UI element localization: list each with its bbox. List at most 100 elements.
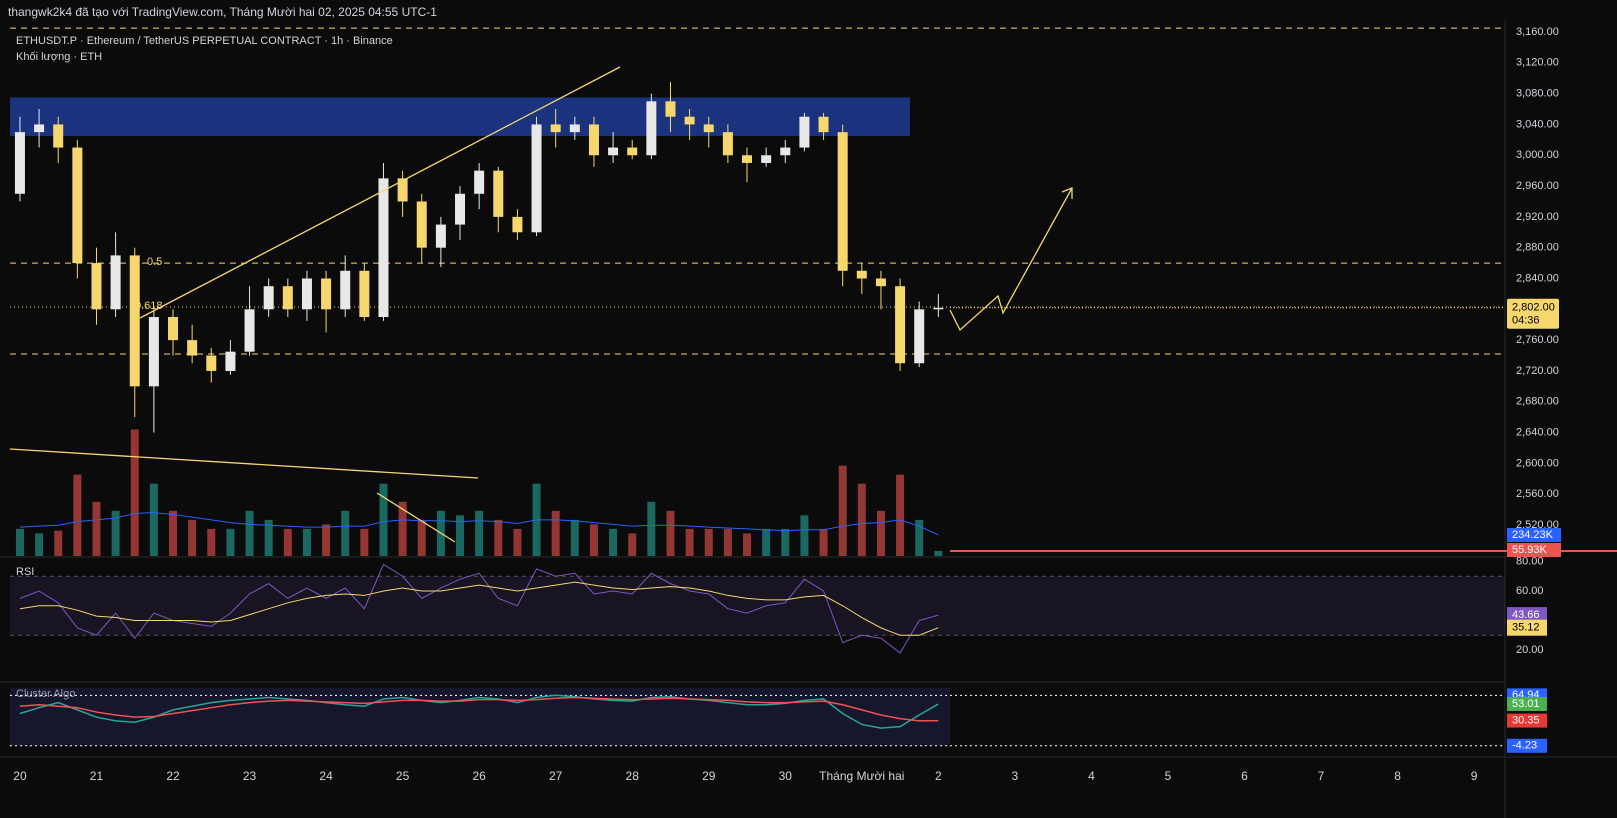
volume-last-label: 55.93K xyxy=(1512,544,1548,556)
cluster-title: Cluster Algo xyxy=(16,688,75,700)
candle-body xyxy=(263,286,274,310)
candle-body xyxy=(53,124,64,148)
candle-body xyxy=(512,216,523,233)
x-tick-label: 6 xyxy=(1241,769,1248,783)
symbol: ETHUSDT.P · Ethereum / TetherUS PERPETUA… xyxy=(16,35,393,47)
candle-body xyxy=(435,224,446,248)
candle-body xyxy=(397,178,408,202)
volume-bar xyxy=(169,510,178,556)
volume-bar xyxy=(876,510,885,556)
candle-body xyxy=(129,255,140,387)
volume-bar xyxy=(15,528,24,556)
y-tick-label: 2,960.00 xyxy=(1516,180,1559,192)
candle-body xyxy=(168,317,179,341)
arrow-head xyxy=(1061,187,1073,199)
trend-line xyxy=(376,492,456,543)
candle-body xyxy=(761,155,772,163)
trend-line xyxy=(9,448,479,479)
x-tick-label: 25 xyxy=(396,769,410,783)
x-tick-label: 5 xyxy=(1165,769,1172,783)
volume-bar xyxy=(781,528,790,556)
x-tick-label: 3 xyxy=(1012,769,1019,783)
trend-line xyxy=(139,66,621,319)
y-tick-label: 3,040.00 xyxy=(1516,118,1559,130)
candle-body xyxy=(455,193,466,225)
candle-body xyxy=(474,170,485,194)
volume-bar xyxy=(149,483,158,556)
rsi-value-label: 43.66 xyxy=(1512,609,1540,621)
candle-body xyxy=(818,116,829,133)
x-tick-label: 27 xyxy=(549,769,563,783)
volume-bar xyxy=(475,510,484,556)
x-tick-label: Tháng Mười hai xyxy=(819,769,904,783)
x-tick-label: 20 xyxy=(13,769,27,783)
candle-body xyxy=(875,278,886,287)
drawings xyxy=(9,66,1073,543)
volume-bar xyxy=(245,510,254,556)
candle-body xyxy=(493,170,504,217)
volume-bar xyxy=(54,530,63,556)
volume-bar xyxy=(207,528,216,556)
candle-body xyxy=(378,178,389,318)
y-tick-label: 2,560.00 xyxy=(1516,488,1559,500)
volume-bar xyxy=(723,528,732,556)
candle-body xyxy=(646,101,657,156)
volume-bar xyxy=(704,528,713,556)
candle-body xyxy=(225,351,236,371)
x-tick-label: 8 xyxy=(1394,769,1401,783)
price-tag-label: 2,802.00 xyxy=(1512,302,1555,314)
x-tick-label: 28 xyxy=(626,769,640,783)
volume-bar xyxy=(551,510,560,556)
y-tick-label: 2,920.00 xyxy=(1516,211,1559,223)
volume-bar xyxy=(762,528,771,556)
volume-bar xyxy=(513,528,522,556)
volume-bar xyxy=(589,524,598,556)
y-tick-label: 3,160.00 xyxy=(1516,26,1559,38)
x-tick-label: 2 xyxy=(935,769,942,783)
rsi-tag xyxy=(1507,607,1547,624)
volume-bar xyxy=(685,528,694,556)
candle-body xyxy=(550,124,561,133)
x-tick-label: 30 xyxy=(779,769,793,783)
volume-bar xyxy=(609,528,618,556)
volume-bar xyxy=(570,519,579,556)
candle-body xyxy=(703,124,714,133)
y-tick-label: 2,520.00 xyxy=(1516,519,1559,531)
rsi-tick-label: 20.00 xyxy=(1516,644,1544,656)
candle-body xyxy=(321,278,332,310)
volume-ma xyxy=(19,512,939,536)
volume-bar xyxy=(92,501,101,556)
candle-body xyxy=(359,270,370,318)
rsi-tag xyxy=(1507,619,1547,636)
volume-bar xyxy=(819,528,828,556)
candle-body xyxy=(282,286,293,310)
volume-bar xyxy=(857,483,866,556)
candle-body xyxy=(531,124,542,233)
candle-body xyxy=(244,309,255,352)
cluster-red xyxy=(19,696,939,722)
volume-bar xyxy=(666,510,675,556)
volume-bar xyxy=(456,515,465,556)
volume-bar xyxy=(647,501,656,556)
rsi-band xyxy=(10,576,1505,636)
volume-bar xyxy=(417,519,426,556)
fib-label: 0.618 xyxy=(135,300,163,312)
cluster-tag xyxy=(1507,713,1547,728)
volume-bar xyxy=(35,533,44,556)
rsi-title: RSI xyxy=(16,566,34,578)
candle-body xyxy=(148,317,159,387)
credit: thangwk2k4 đã tạo với TradingView.com, T… xyxy=(8,5,437,19)
rsi-tick-label: 80.00 xyxy=(1516,555,1544,567)
candle-body xyxy=(665,101,676,117)
candle-body xyxy=(933,307,944,310)
x-tick-label: 4 xyxy=(1088,769,1095,783)
candle-body xyxy=(416,201,427,248)
y-tick-label: 3,000.00 xyxy=(1516,149,1559,161)
candle-body xyxy=(301,278,312,310)
candle-body xyxy=(14,132,25,194)
volume-bar xyxy=(379,483,388,556)
candle-body xyxy=(895,286,906,364)
x-tick-label: 26 xyxy=(472,769,486,783)
x-tick-label: 21 xyxy=(90,769,104,783)
